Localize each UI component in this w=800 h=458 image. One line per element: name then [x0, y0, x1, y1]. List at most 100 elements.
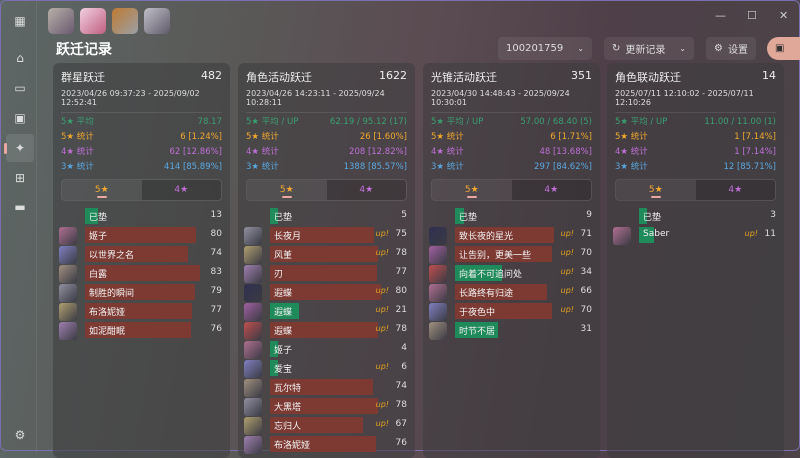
- pity-bar: [270, 227, 375, 243]
- avatar[interactable]: [48, 8, 74, 34]
- character-avatar: [59, 226, 77, 245]
- pity-bar: [455, 322, 499, 338]
- list-item[interactable]: 致长夜的星光 up! 71: [429, 226, 592, 245]
- item-name: 致长夜的星光: [459, 232, 514, 242]
- list-item[interactable]: 姬子 80: [59, 226, 222, 245]
- tab-4star[interactable]: 4★: [695, 180, 775, 200]
- stat-value: 6 [1.71%]: [550, 132, 592, 142]
- up-badge: up!: [375, 229, 389, 238]
- avatar[interactable]: [80, 8, 106, 34]
- list-item[interactable]: 瓦尔特 74: [244, 378, 407, 397]
- stat-value: 11.00 / 11.00 (1): [704, 117, 776, 127]
- list-item[interactable]: 布洛妮娅 77: [59, 302, 222, 321]
- maximize-button[interactable]: ☐: [747, 9, 757, 22]
- tab-4star[interactable]: 4★: [326, 180, 406, 200]
- list-item[interactable]: 白露 83: [59, 264, 222, 283]
- stat-value: 414 [85.89%]: [164, 162, 222, 172]
- close-button[interactable]: ✕: [779, 9, 789, 22]
- list-item[interactable]: 于夜色中 up! 70: [429, 302, 592, 321]
- pity-count: 21: [395, 305, 407, 315]
- list-item[interactable]: 已垫 13: [61, 207, 222, 226]
- list-item[interactable]: 刃 77: [244, 264, 407, 283]
- pity-bar: [270, 322, 379, 338]
- stat-4star: 4★ 统计 208 [12.82%]: [246, 147, 407, 158]
- up-badge: up!: [560, 286, 574, 295]
- up-badge: up!: [375, 248, 389, 257]
- stat-label: 4★ 统计: [615, 147, 648, 157]
- list-item[interactable]: 长夜月 up! 75: [244, 226, 407, 245]
- list-item[interactable]: 制胜的瞬间 79: [59, 283, 222, 302]
- chevron-down-icon: ⌄: [577, 44, 584, 53]
- character-avatar: [613, 226, 631, 245]
- tab-5star[interactable]: 5★: [432, 180, 512, 200]
- character-avatar: [244, 416, 262, 435]
- chevron-down-icon[interactable]: ⌄: [679, 44, 686, 53]
- grid-icon[interactable]: ▦: [14, 14, 26, 28]
- list-item[interactable]: 忘归人 up! 67: [244, 416, 407, 435]
- list-item[interactable]: 遐蝶 up! 78: [244, 321, 407, 340]
- character-avatar: [59, 264, 77, 283]
- list-item[interactable]: 已垫 9: [431, 207, 592, 226]
- list-item[interactable]: 遐蝶 up! 80: [244, 283, 407, 302]
- tab-5star[interactable]: 5★: [616, 180, 696, 200]
- item-name: 风堇: [274, 251, 293, 261]
- character-avatar: [59, 245, 77, 264]
- tab-5star[interactable]: 5★: [247, 180, 327, 200]
- list-item[interactable]: 遐蝶 up! 21: [244, 302, 407, 321]
- list-item[interactable]: 已垫 5: [246, 207, 407, 226]
- tab-5star[interactable]: 5★: [62, 180, 142, 200]
- pity-count: 83: [210, 267, 222, 277]
- card-icon[interactable]: ▬: [14, 200, 26, 214]
- item-name: 已垫: [89, 213, 108, 223]
- list-item[interactable]: 爱宝 up! 6: [244, 359, 407, 378]
- list-item[interactable]: 让告别，更美一些 up! 70: [429, 245, 592, 264]
- list-item[interactable]: 以世界之名 74: [59, 245, 222, 264]
- pity-bar: [639, 227, 655, 243]
- gift-icon[interactable]: ⊞: [14, 171, 26, 185]
- item-name: 已垫: [274, 213, 293, 223]
- character-avatar: [429, 264, 447, 283]
- avatar[interactable]: [144, 8, 170, 34]
- stat-label: 5★ 平均 / UP: [431, 117, 484, 127]
- sparkle-icon[interactable]: ✦: [4, 134, 34, 162]
- home-icon[interactable]: ⌂: [16, 51, 24, 65]
- stat-label: 3★ 统计: [246, 162, 279, 172]
- tab-4star[interactable]: 4★: [141, 180, 221, 200]
- list-item[interactable]: 向着不可追问处 up! 34: [429, 264, 592, 283]
- stat-3star: 3★ 统计 12 [85.71%]: [615, 162, 776, 173]
- pity-bar: [455, 246, 553, 262]
- uid-select[interactable]: 100201759 ⌄: [498, 37, 592, 60]
- panel-toggle-button[interactable]: ▣: [767, 37, 800, 60]
- stat-4star: 4★ 统计 1 [7.14%]: [615, 147, 776, 158]
- item-name: Saber: [643, 229, 670, 239]
- minimize-button[interactable]: —: [715, 9, 726, 22]
- list-item[interactable]: 如泥酣眠 76: [59, 321, 222, 340]
- list-item[interactable]: 时节不居 31: [429, 321, 592, 340]
- list-item[interactable]: 风堇 up! 78: [244, 245, 407, 264]
- stat-value: 26 [1.60%]: [359, 132, 407, 142]
- stat-4star: 4★ 统计 62 [12.86%]: [61, 147, 222, 158]
- up-badge: up!: [560, 248, 574, 257]
- list-item[interactable]: 长路终有归途 up! 66: [429, 283, 592, 302]
- gamepad-icon[interactable]: ▭: [14, 81, 26, 95]
- avatar[interactable]: [112, 8, 138, 34]
- list-item[interactable]: 姬子 4: [244, 340, 407, 359]
- settings-icon[interactable]: ⚙: [14, 428, 26, 442]
- character-avatar: [244, 359, 262, 378]
- stat-label: 4★ 统计: [431, 147, 464, 157]
- item-name: 于夜色中: [459, 308, 496, 318]
- list-item[interactable]: 布洛妮娅 76: [244, 435, 407, 454]
- list-item[interactable]: Saber up! 11: [613, 226, 776, 245]
- list-item[interactable]: 已垫 3: [615, 207, 776, 226]
- character-avatar: [244, 302, 262, 321]
- image-icon[interactable]: ▣: [14, 111, 26, 125]
- item-name: 长夜月: [274, 232, 302, 242]
- list-item[interactable]: 大黑塔 up! 78: [244, 397, 407, 416]
- pity-bar: [85, 246, 188, 262]
- tab-4star[interactable]: 4★: [511, 180, 591, 200]
- settings-button[interactable]: ⚙ 设置: [706, 37, 756, 60]
- refresh-button[interactable]: ↻ 更新记录 ⌄: [604, 37, 694, 60]
- pity-count: 34: [580, 267, 592, 277]
- date-range: 2023/04/26 14:23:11 - 2025/09/24 10:28:1…: [246, 89, 407, 113]
- character-avatar: [429, 302, 447, 321]
